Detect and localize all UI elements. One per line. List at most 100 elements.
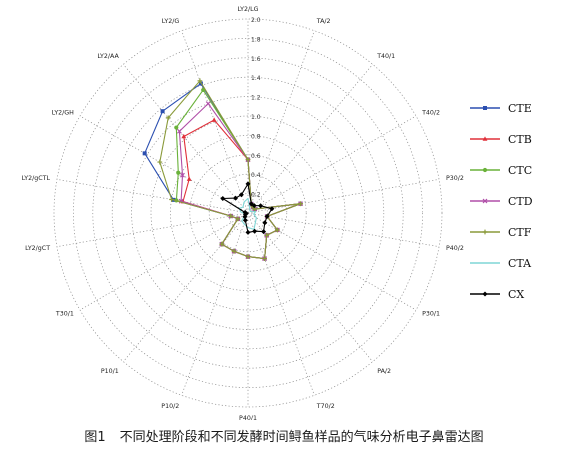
legend-swatch-marker (482, 167, 488, 173)
data-point-cte (142, 151, 147, 156)
series-line-cta (239, 197, 257, 230)
data-point-cx (251, 203, 257, 209)
data-point-ctb (181, 133, 187, 139)
axis-spoke-ly2-gctl (56, 178, 249, 214)
legend-swatch-marker (482, 229, 488, 235)
legend-label-ctb: CTB (508, 133, 532, 146)
axis-label-ly2-gct: LY2/gCT (25, 245, 50, 252)
data-point-cx (233, 195, 239, 201)
data-point-cx (269, 206, 275, 212)
series-ctc (174, 87, 303, 261)
data-point-ctf (235, 216, 241, 222)
legend-item-cta: CTA (470, 257, 532, 270)
axis-label-t40-1: T40/1 (376, 53, 395, 60)
legend-label-ctd: CTD (508, 195, 533, 208)
tick-label: 1.0 (251, 114, 261, 121)
data-point-cx (242, 217, 248, 223)
axis-label-ly2-lg: LY2/LG (237, 6, 258, 13)
data-point-cx (238, 192, 244, 198)
legend-label-ctc: CTC (508, 164, 532, 177)
axis-spoke-p30-2 (247, 178, 440, 214)
axis-label-p40-2: P40/2 (446, 245, 464, 252)
grid-ring-9 (73, 38, 423, 388)
data-point-cx (261, 229, 267, 235)
data-point-cx (245, 229, 251, 235)
series-ctb (180, 117, 303, 261)
data-point-cx (252, 228, 258, 234)
data-point-ctf (245, 157, 251, 163)
figure-number: 图1 (84, 430, 106, 445)
grid-ring-10 (53, 18, 443, 408)
legend-item-ctd: CTD (470, 195, 533, 208)
legend-item-ctb: CTB (470, 133, 532, 146)
legend-swatch-marker (483, 106, 487, 110)
series-line-ctb (182, 119, 302, 260)
axis-label-t70-2: T70/2 (316, 403, 335, 410)
legend-swatch-marker (482, 291, 488, 297)
grid-ring-5 (150, 115, 346, 311)
data-point-ctf (219, 241, 225, 247)
axis-spoke-p10-1 (123, 212, 249, 362)
data-point-ctc (176, 170, 181, 175)
axis-label-ta-2: TA/2 (316, 18, 331, 25)
radial-tick-labels: 0.2 0.4 0.6 0.8 1.0 1.2 1.4 1.6 1.8 2.0 (251, 17, 261, 199)
legend-label-cte: CTE (508, 102, 532, 115)
data-point-ctb (211, 117, 217, 122)
data-point-ctf (298, 201, 303, 207)
data-point-cx (258, 203, 264, 209)
grid-ring-2 (208, 173, 288, 253)
legend-swatch-marker (482, 198, 488, 204)
tick-label: 0.4 (251, 172, 261, 179)
legend-label-ctf: CTF (508, 226, 532, 239)
data-point-ctf (157, 159, 163, 165)
tick-label: 1.2 (251, 95, 261, 102)
tick-label: 1.8 (251, 36, 261, 43)
series-line-ctc (175, 89, 302, 260)
tick-label: 1.4 (251, 75, 261, 82)
axis-spoke-t70-2 (247, 212, 315, 396)
legend-label-cx: CX (508, 288, 524, 301)
axis-labels: LY2/LG TA/2 T40/1 T40/2 P30/2 P40/2 P30/1 PA/2 T… (22, 6, 464, 420)
axis-label-ly2-aa: LY2/AA (97, 53, 119, 60)
data-point-cx (245, 181, 251, 187)
legend-swatch-marker (482, 136, 488, 141)
axis-label-ly2-g: LY2/G (162, 18, 180, 25)
axis-label-p30-1: P30/1 (422, 311, 440, 318)
legend-item-ctc: CTC (470, 164, 532, 177)
legend-label-cta: CTA (508, 257, 532, 270)
axis-label-p10-1: P10/1 (101, 368, 119, 375)
axis-label-p40-1: P40/1 (239, 415, 257, 420)
tick-label: 0.8 (251, 133, 261, 140)
series-cx (220, 181, 275, 235)
axis-label-ly2-gctl: LY2/gCTL (22, 175, 51, 182)
data-point-ctf (228, 213, 234, 219)
data-point-cx (264, 213, 270, 219)
data-point-ctd (180, 172, 185, 178)
tick-label: 0.6 (251, 153, 261, 160)
legend: CTE CTB CTC CTD CTF CTA CX (470, 102, 533, 301)
axis-spoke-p10-2 (181, 212, 249, 396)
axis-label-p30-2: P30/2 (446, 175, 464, 182)
grid-ring-1 (228, 193, 268, 233)
tick-label: 0.2 (251, 192, 261, 199)
radar-grid (53, 18, 443, 408)
grid-ring-3 (189, 154, 307, 272)
data-point-ctf (231, 248, 237, 254)
data-point-ctc (174, 125, 179, 130)
legend-item-cx: CX (470, 288, 524, 301)
figure-caption: 图1 不同处理阶段和不同发酵时间鲟鱼样品的气味分析电子鼻雷达图 (0, 426, 568, 445)
grid-ring-7 (111, 76, 385, 350)
axis-label-ly2-gh: LY2/GH (52, 110, 75, 117)
grid-ring-4 (170, 135, 326, 291)
data-point-cte (198, 81, 203, 86)
data-point-ctf (275, 227, 280, 233)
axis-label-pa-2: PA/2 (377, 368, 391, 375)
axis-label-t30-1: T30/1 (55, 311, 74, 318)
grid-ring-8 (92, 57, 404, 369)
data-point-cte (160, 109, 165, 114)
data-point-ctd (205, 101, 211, 107)
series-cta (239, 197, 257, 230)
data-point-cx (262, 220, 268, 226)
legend-item-cte: CTE (470, 102, 532, 115)
